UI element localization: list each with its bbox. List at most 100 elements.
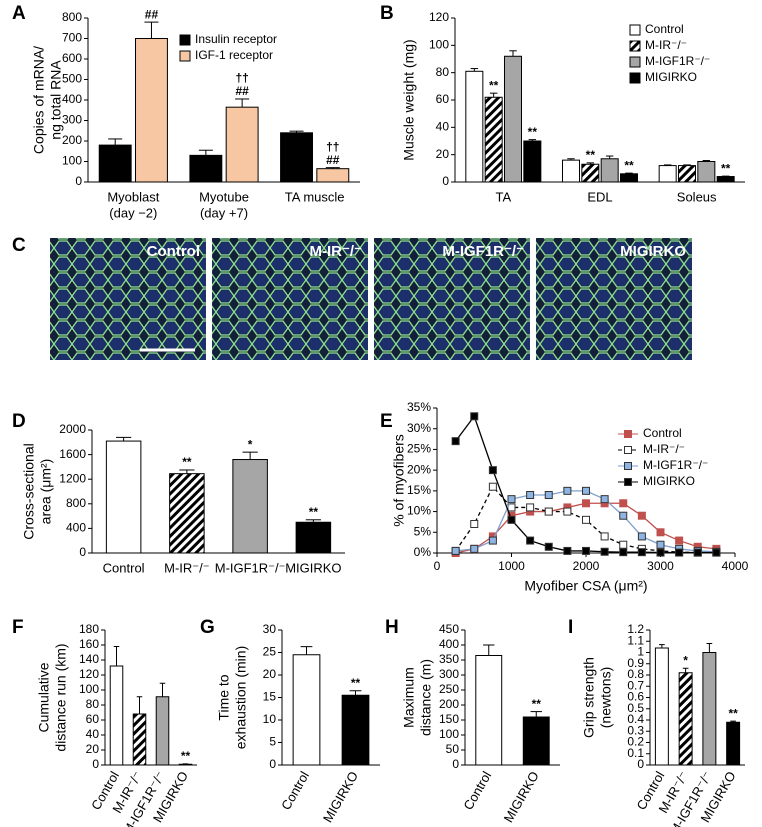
y-tick-label: 100 bbox=[439, 727, 459, 741]
bar bbox=[678, 672, 693, 766]
y-tick-label: 0.2 bbox=[627, 735, 644, 749]
y-tick-label: 0.3 bbox=[627, 723, 644, 737]
y-tick-label: 450 bbox=[439, 622, 459, 636]
y-axis-label: exhaustion (min) bbox=[233, 646, 249, 750]
micrograph-label: M-IGF1R⁻/⁻ bbox=[442, 243, 524, 260]
bar bbox=[155, 696, 170, 766]
error-bar bbox=[144, 21, 159, 39]
bar bbox=[726, 721, 741, 766]
y-tick-label: 0% bbox=[414, 545, 432, 559]
y-tick-label: 0 bbox=[452, 757, 459, 771]
y-tick-label: 15 bbox=[263, 690, 277, 704]
marker bbox=[712, 548, 721, 557]
y-tick-label: 300 bbox=[439, 667, 459, 681]
marker bbox=[600, 532, 609, 541]
bar bbox=[600, 158, 619, 183]
y-axis-label: Maximum bbox=[401, 667, 417, 728]
marker bbox=[470, 520, 479, 528]
y-tick-label: 25% bbox=[407, 442, 431, 456]
marker bbox=[507, 495, 516, 504]
error-bar bbox=[305, 519, 321, 523]
y-tick-label: 30 bbox=[263, 622, 277, 636]
y-tick-label: 80 bbox=[436, 65, 450, 79]
y-tick-label: 500 bbox=[62, 72, 82, 86]
y-tick-label: 20% bbox=[407, 462, 431, 476]
legend-marker bbox=[624, 478, 632, 486]
y-tick-label: 20 bbox=[436, 147, 450, 161]
bar bbox=[702, 652, 717, 766]
marker bbox=[619, 511, 628, 520]
significance-label: * bbox=[683, 653, 688, 667]
error-bar bbox=[605, 155, 614, 159]
significance-label: †† bbox=[326, 140, 339, 154]
y-tick-label: 100 bbox=[79, 682, 99, 696]
micrograph bbox=[536, 238, 692, 360]
bar bbox=[280, 132, 313, 183]
significance-label: ** bbox=[182, 455, 192, 469]
significance-label: ** bbox=[624, 158, 634, 172]
y-tick-label: 0.6 bbox=[627, 690, 644, 704]
y-tick-label: 400 bbox=[62, 92, 82, 106]
marker bbox=[451, 546, 460, 555]
x-tick-label: MIGIRKO bbox=[320, 769, 361, 825]
panel-letter: D bbox=[12, 411, 26, 432]
error-bar bbox=[625, 172, 633, 174]
significance-label: ** bbox=[489, 78, 499, 92]
y-tick-label: 40 bbox=[436, 120, 450, 134]
error-bar bbox=[289, 130, 304, 133]
bar bbox=[169, 473, 205, 554]
bar bbox=[189, 154, 223, 183]
legend-swatch bbox=[629, 24, 641, 36]
y-tick-label: 0 bbox=[92, 757, 99, 771]
significance-label: ** bbox=[728, 706, 738, 720]
y-tick-label: 10% bbox=[407, 504, 431, 518]
error-bar bbox=[198, 149, 213, 156]
y-tick-label: 20 bbox=[263, 667, 277, 681]
bar bbox=[697, 161, 716, 183]
significance-label: ** bbox=[532, 697, 542, 711]
significance-label: ## bbox=[235, 84, 249, 98]
legend-label: MIGIRKO bbox=[643, 474, 695, 488]
x-tick-label: MIGIRKO bbox=[501, 769, 542, 825]
y-tick-label: 1.1 bbox=[627, 633, 644, 647]
marker bbox=[544, 542, 553, 551]
y-tick-label: 80 bbox=[86, 697, 100, 711]
x-tick-label: Myotube bbox=[199, 189, 249, 204]
error-bar bbox=[325, 167, 340, 169]
y-tick-label: 0.4 bbox=[627, 712, 644, 726]
legend-label: M-IR⁻/⁻ bbox=[645, 38, 687, 52]
error-bar bbox=[659, 644, 665, 648]
legend-label: Control bbox=[645, 22, 684, 36]
y-tick-label: 120 bbox=[429, 10, 449, 24]
x-tick-label: M-IR⁻/⁻ bbox=[164, 560, 210, 575]
error-bar bbox=[528, 139, 537, 141]
x-tick-label: TA bbox=[496, 189, 512, 204]
error-bar bbox=[159, 682, 166, 697]
x-tick-label: EDL bbox=[587, 189, 612, 204]
legend-swatch bbox=[629, 72, 641, 84]
legend-label: M-IGF1R⁻/⁻ bbox=[643, 458, 708, 472]
y-tick-label: 60 bbox=[86, 712, 100, 726]
significance-label: ## bbox=[145, 7, 159, 21]
y-axis-label: Cumulative bbox=[36, 662, 52, 732]
marker bbox=[656, 528, 665, 537]
x-tick-label: Myoblast bbox=[107, 189, 159, 204]
marker bbox=[600, 495, 609, 504]
micrograph bbox=[212, 238, 368, 360]
marker bbox=[563, 507, 572, 516]
legend-marker bbox=[624, 462, 632, 470]
micrograph-label: M-IR⁻/⁻ bbox=[310, 243, 363, 260]
marker bbox=[582, 546, 590, 555]
micrograph bbox=[50, 238, 206, 360]
bar bbox=[135, 38, 168, 183]
panel-letter: E bbox=[380, 411, 393, 432]
x-tick-label: (day −2) bbox=[109, 205, 157, 220]
y-axis-label: Muscle weight (mg) bbox=[401, 39, 417, 160]
y-axis-label: (newtons) bbox=[598, 667, 614, 728]
y-tick-label: 60 bbox=[436, 92, 450, 106]
legend-marker bbox=[624, 430, 632, 438]
error-bar bbox=[235, 98, 250, 108]
error-bar bbox=[470, 68, 479, 72]
legend-label: M-IGF1R⁻/⁻ bbox=[645, 54, 710, 68]
y-tick-label: 2000 bbox=[59, 422, 86, 436]
